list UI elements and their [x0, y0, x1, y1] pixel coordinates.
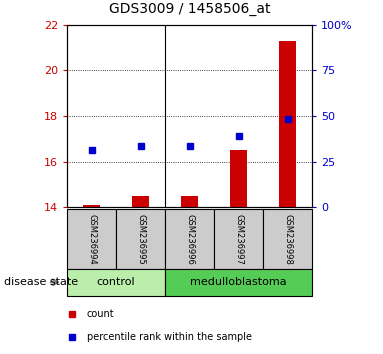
- Bar: [214, 209, 263, 269]
- Text: disease state: disease state: [4, 277, 78, 287]
- Text: GSM236995: GSM236995: [136, 213, 145, 264]
- Text: GSM236996: GSM236996: [185, 213, 194, 264]
- Text: GSM236997: GSM236997: [234, 213, 243, 264]
- Bar: [165, 269, 312, 296]
- Bar: [165, 209, 214, 269]
- Bar: [67, 269, 165, 296]
- Bar: [230, 150, 247, 207]
- Bar: [279, 41, 296, 207]
- Text: count: count: [87, 309, 114, 319]
- Bar: [181, 196, 198, 207]
- Bar: [83, 205, 100, 207]
- Bar: [132, 196, 149, 207]
- Text: GSM236998: GSM236998: [283, 213, 292, 264]
- Text: control: control: [97, 277, 135, 287]
- Text: GSM236994: GSM236994: [87, 213, 96, 264]
- Text: percentile rank within the sample: percentile rank within the sample: [87, 332, 252, 342]
- Bar: [263, 209, 312, 269]
- Bar: [116, 209, 165, 269]
- Text: medulloblastoma: medulloblastoma: [190, 277, 287, 287]
- Bar: [67, 209, 116, 269]
- Text: GDS3009 / 1458506_at: GDS3009 / 1458506_at: [109, 2, 270, 16]
